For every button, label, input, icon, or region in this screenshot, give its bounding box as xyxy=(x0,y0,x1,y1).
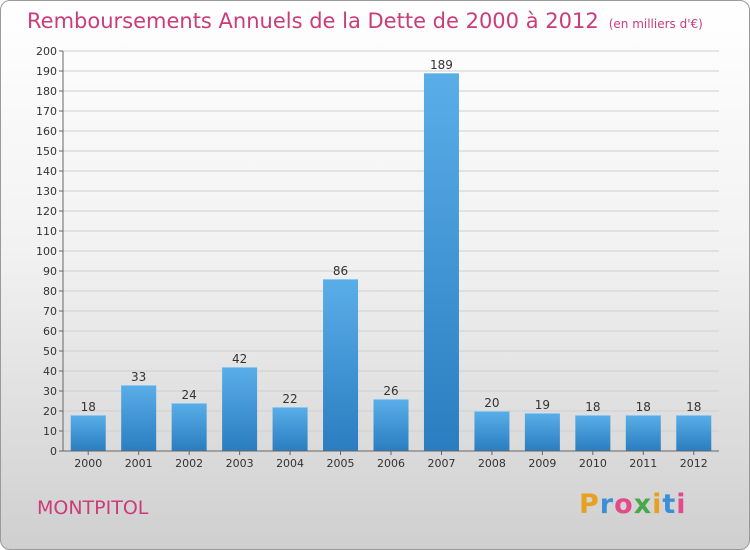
logo-letter: r xyxy=(599,489,615,520)
x-tick-label-2005: 2005 xyxy=(327,457,355,470)
chart-title-text: Remboursements Annuels de la Dette de 20… xyxy=(27,9,599,33)
bar-2004 xyxy=(272,407,308,451)
y-tick-label: 120 xyxy=(36,205,57,218)
labels: 0 10 20 30 40 50 60 70 80 90 100 110 120 130 140 150 160… xyxy=(36,45,708,470)
bar-2006 xyxy=(373,399,409,451)
x-tick-label-2003: 2003 xyxy=(226,457,254,470)
bar-2003 xyxy=(222,367,258,451)
value-label-2004: 22 xyxy=(282,392,297,406)
y-tick-label: 160 xyxy=(36,125,57,138)
logo-letter: t xyxy=(662,489,677,520)
x-tick-label-2001: 2001 xyxy=(125,457,153,470)
value-label-2012: 18 xyxy=(686,400,701,414)
y-tick-label: 180 xyxy=(36,85,57,98)
chart-title: Remboursements Annuels de la Dette de 20… xyxy=(27,9,703,33)
axes xyxy=(59,50,719,455)
y-tick-label: 190 xyxy=(36,65,57,78)
value-label-2001: 33 xyxy=(131,370,146,384)
x-tick-label-2012: 2012 xyxy=(680,457,708,470)
y-tick-label: 130 xyxy=(36,185,57,198)
y-tick-label: 150 xyxy=(36,145,57,158)
x-tick-label-2010: 2010 xyxy=(579,457,607,470)
value-label-2005: 86 xyxy=(333,264,348,278)
logo-letter: i xyxy=(652,489,663,520)
bars xyxy=(70,73,712,451)
y-tick-label: 90 xyxy=(43,265,57,278)
y-tick-label: 170 xyxy=(36,105,57,118)
y-tick-label: 70 xyxy=(43,305,57,318)
bar-2010 xyxy=(575,415,611,451)
y-tick-label: 30 xyxy=(43,385,57,398)
proxiti-logo: Proxiti xyxy=(579,489,687,520)
logo-letter: o xyxy=(614,489,634,520)
value-label-2003: 42 xyxy=(232,352,247,366)
commune-name: MONTPITOL xyxy=(37,497,149,519)
y-tick-label: 0 xyxy=(50,445,57,458)
bar-2001 xyxy=(121,385,157,451)
value-label-2002: 24 xyxy=(182,388,197,402)
value-label-2006: 26 xyxy=(383,384,398,398)
y-tick-label: 100 xyxy=(36,245,57,258)
chart-unit: (en milliers d'€) xyxy=(608,17,703,31)
bar-2007 xyxy=(423,73,459,451)
y-tick-label: 140 xyxy=(36,165,57,178)
value-label-2000: 18 xyxy=(81,400,96,414)
bar-2002 xyxy=(171,403,207,451)
y-tick-label: 200 xyxy=(36,45,57,58)
y-tick-label: 10 xyxy=(43,425,57,438)
y-tick-label: 50 xyxy=(43,345,57,358)
x-tick-label-2008: 2008 xyxy=(478,457,506,470)
x-tick-label-2000: 2000 xyxy=(74,457,102,470)
y-tick-label: 40 xyxy=(43,365,57,378)
bar-2005 xyxy=(323,279,359,451)
logo-letter: i xyxy=(676,489,687,520)
value-label-2007: 189 xyxy=(430,58,453,72)
bar-2000 xyxy=(70,415,106,451)
logo-letter: x xyxy=(633,489,653,520)
x-tick-label-2009: 2009 xyxy=(528,457,556,470)
bar-2011 xyxy=(625,415,661,451)
value-label-2011: 18 xyxy=(636,400,651,414)
x-tick-label-2004: 2004 xyxy=(276,457,304,470)
value-label-2010: 18 xyxy=(585,400,600,414)
bar-2009 xyxy=(524,413,560,451)
y-tick-label: 20 xyxy=(43,405,57,418)
x-tick-label-2002: 2002 xyxy=(175,457,203,470)
x-tick-label-2011: 2011 xyxy=(629,457,657,470)
y-tick-label: 60 xyxy=(43,325,57,338)
value-label-2009: 19 xyxy=(535,398,550,412)
x-tick-label-2006: 2006 xyxy=(377,457,405,470)
y-tick-label: 110 xyxy=(36,225,57,238)
x-tick-label-2007: 2007 xyxy=(427,457,455,470)
bar-2008 xyxy=(474,411,510,451)
grid-lines xyxy=(63,50,719,432)
bar-2012 xyxy=(676,415,712,451)
logo-letter: P xyxy=(579,489,600,520)
value-label-2008: 20 xyxy=(484,396,499,410)
y-tick-label: 80 xyxy=(43,285,57,298)
